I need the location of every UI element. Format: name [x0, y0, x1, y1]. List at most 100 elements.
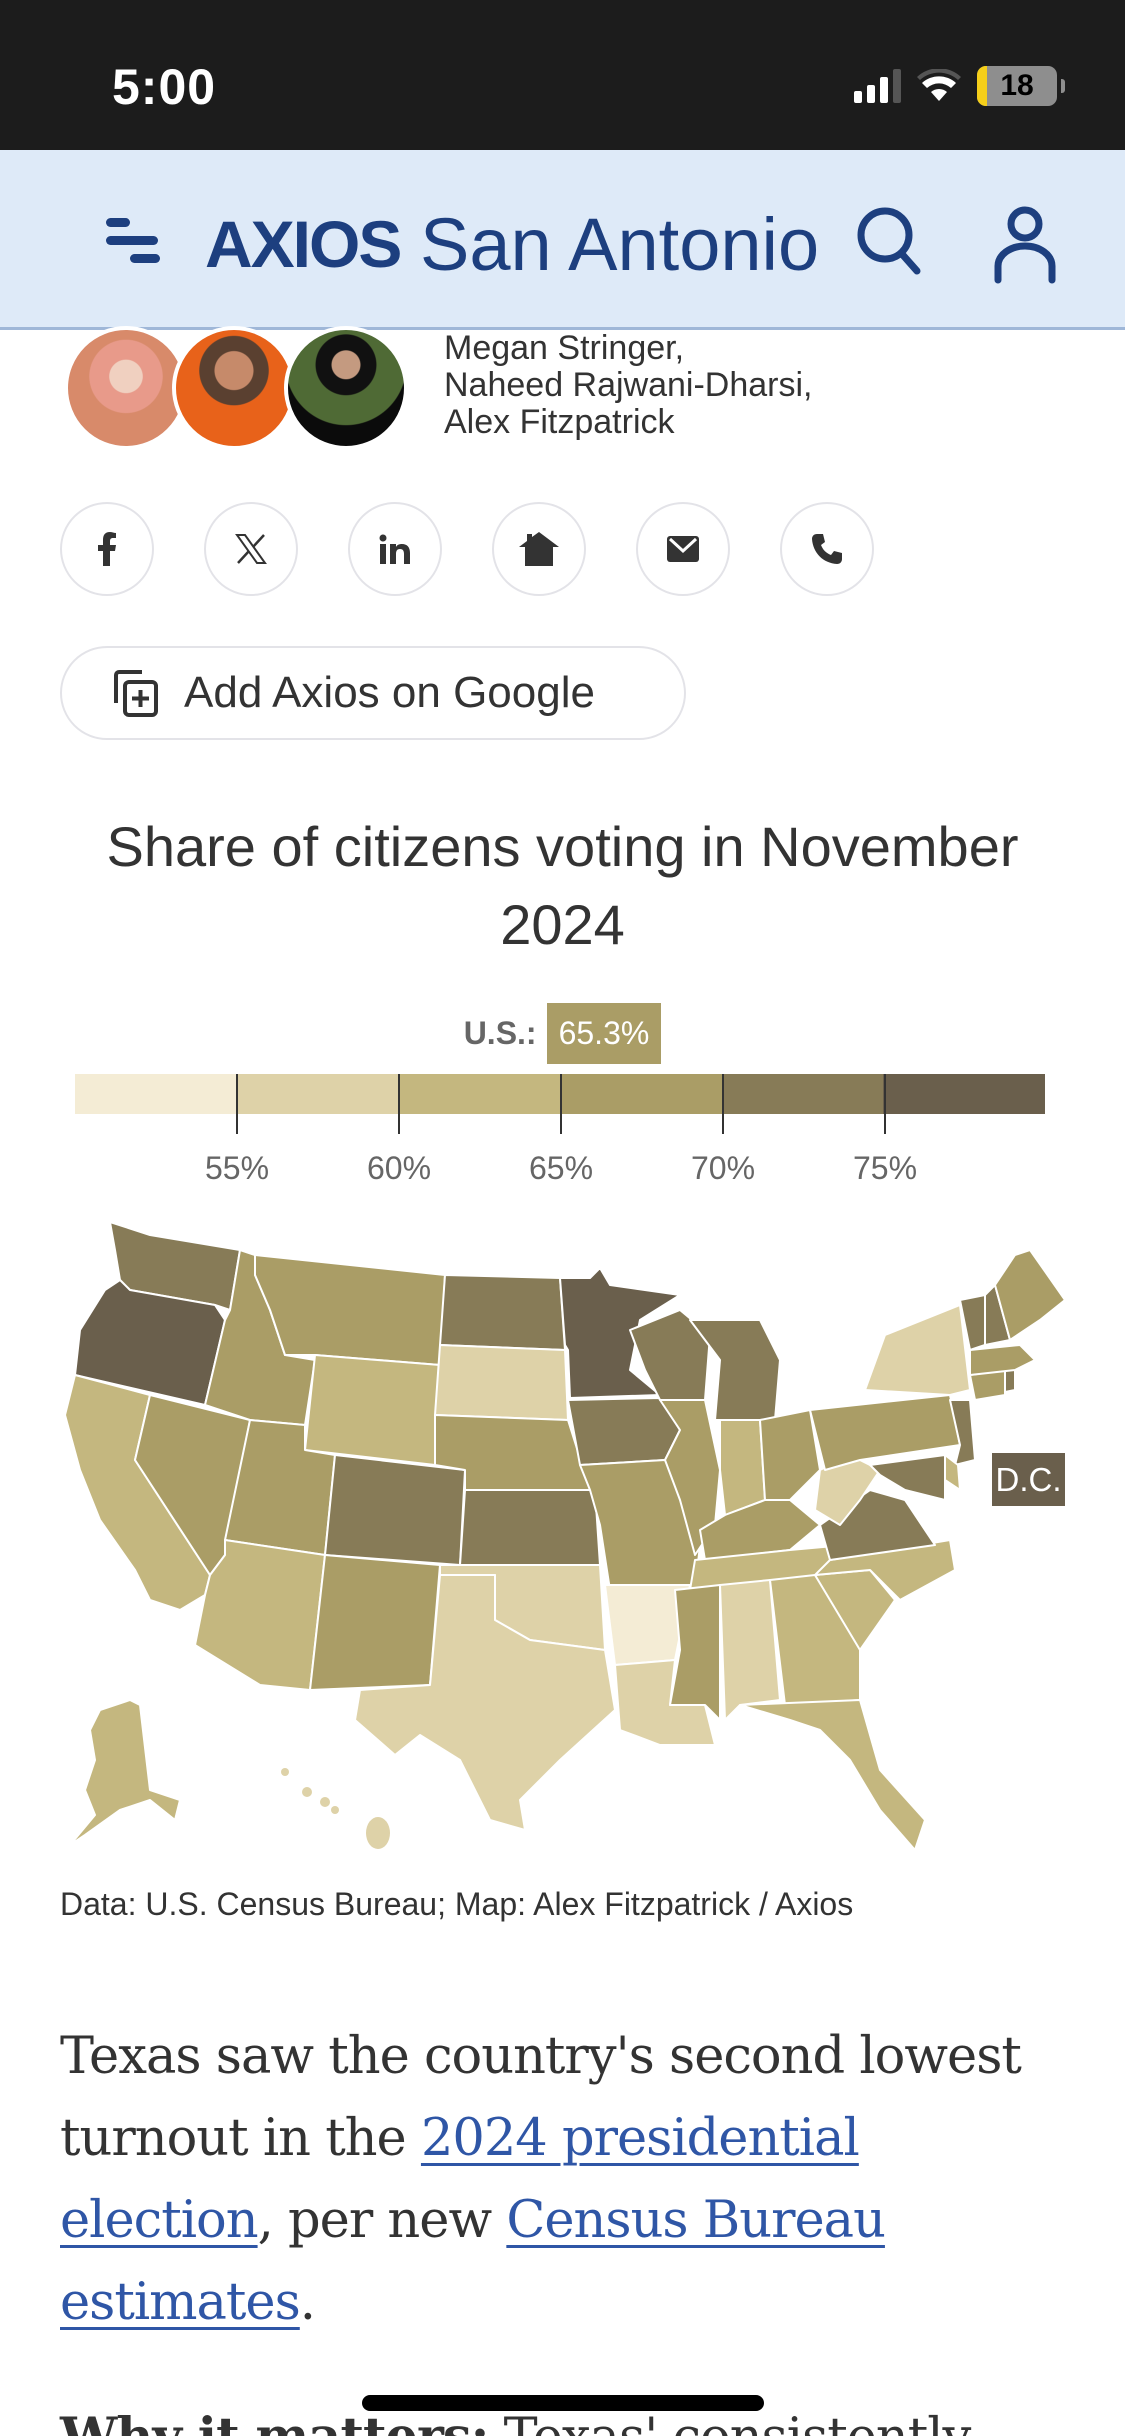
article-body: Texas saw the country's second lowest tu…	[60, 2016, 1070, 2436]
legend-label: 55%	[204, 1150, 270, 1186]
state-NJ	[949, 1399, 976, 1466]
state-AK	[69, 1699, 181, 1846]
us-average: U.S.: 65.3%	[0, 1003, 1125, 1064]
status-time: 5:00	[112, 59, 217, 115]
legend-label: 70%	[690, 1150, 756, 1186]
state-MD	[869, 1454, 946, 1501]
site-header: AXIOS San Antonio	[0, 150, 1125, 330]
avatar-naheed-rajwani-dharsi[interactable]	[172, 326, 296, 450]
us-average-label: U.S.:	[463, 1015, 537, 1051]
link-census-bureau-estimates[interactable]: Census Bureau estimates	[60, 2191, 886, 2332]
battery-icon: 18	[977, 66, 1057, 106]
chart-legend: 55% 60% 65% 70% 75%	[75, 1074, 1046, 1186]
state-OH	[759, 1409, 821, 1501]
battery-level: 18	[1000, 69, 1034, 102]
legend-tick	[236, 1074, 238, 1134]
dc-label: D.C.	[992, 1453, 1065, 1506]
legend-swatch-70-75	[721, 1074, 884, 1114]
legend-swatch-55-60	[236, 1074, 399, 1114]
menu-icon	[106, 218, 130, 227]
chart-source: Data: U.S. Census Bureau; Map: Alex Fitz…	[60, 1886, 854, 1922]
byline: Megan Stringer, Naheed Rajwani-Dharsi, A…	[64, 326, 1064, 450]
search-button[interactable]	[855, 205, 925, 277]
legend-swatch-above-75	[883, 1074, 1046, 1114]
us-average-value: 65.3%	[546, 1003, 662, 1064]
chart-title: Share of citizens voting in November 202…	[106, 815, 1019, 956]
x-icon	[235, 534, 267, 564]
share-facebook-button[interactable]	[60, 502, 154, 596]
battery-cap	[1061, 79, 1065, 93]
article-paragraph: Why it matters: Texas' consistently low …	[60, 2396, 1070, 2436]
state-AL	[719, 1579, 781, 1721]
menu-button[interactable]	[100, 216, 160, 266]
add-source-icon	[114, 670, 158, 717]
status-icons: 18	[854, 66, 1065, 106]
state-TX	[354, 1574, 616, 1831]
state-IN	[719, 1419, 766, 1516]
state-KS	[459, 1489, 601, 1566]
legend-tick	[398, 1074, 400, 1134]
state-MT	[254, 1254, 446, 1366]
email-icon	[667, 536, 699, 562]
state-NC	[814, 1539, 956, 1601]
legend-tick	[560, 1074, 562, 1134]
legend-swatches	[75, 1074, 1046, 1114]
paragraph-text: , per new	[257, 2191, 507, 2250]
legend-swatch-65-70	[560, 1074, 722, 1114]
menu-icon-line	[106, 236, 158, 245]
legend-label: 65%	[528, 1150, 594, 1186]
status-bar: 5:00 18	[0, 0, 1125, 150]
legend-label: 75%	[852, 1150, 918, 1186]
share-nextdoor-button[interactable]	[492, 502, 586, 596]
search-icon	[857, 207, 921, 275]
share-linkedin-button[interactable]	[348, 502, 442, 596]
account-icon	[994, 206, 1056, 284]
article-paragraph: Texas saw the country's second lowest tu…	[60, 2016, 1070, 2344]
nextdoor-icon	[519, 532, 559, 566]
state-FL	[739, 1699, 926, 1851]
state-WY	[304, 1354, 441, 1466]
share-buttons	[60, 502, 874, 596]
author-link[interactable]: Naheed Rajwani-Dharsi,	[444, 366, 813, 404]
author-link[interactable]: Alex Fitzpatrick	[444, 403, 675, 441]
account-button[interactable]	[990, 204, 1060, 284]
why-it-matters-label: Why it matters:	[60, 2407, 489, 2436]
state-CO	[324, 1454, 466, 1566]
state-IL	[659, 1399, 721, 1556]
linkedin-icon	[379, 534, 410, 564]
state-LA	[614, 1659, 716, 1746]
link-2024-presidential-election[interactable]: 2024 presidential election	[60, 2109, 860, 2250]
legend-tick	[722, 1074, 724, 1134]
avatar-alex-fitzpatrick[interactable]	[284, 326, 408, 450]
state-IA	[567, 1397, 681, 1466]
share-email-button[interactable]	[636, 502, 730, 596]
state-NY	[864, 1304, 971, 1396]
axios-logo[interactable]: AXIOS	[205, 207, 402, 281]
cellular-signal-icon	[854, 69, 901, 103]
state-HI	[281, 1768, 390, 1849]
menu-icon-line	[130, 254, 160, 263]
avatar-megan-stringer[interactable]	[64, 326, 188, 450]
share-sms-button[interactable]	[780, 502, 874, 596]
author-names: Megan Stringer, Naheed Rajwani-Dharsi, A…	[444, 330, 813, 441]
us-turnout-map	[64, 1221, 1066, 1851]
state-ND	[439, 1274, 566, 1351]
state-ME	[994, 1249, 1066, 1341]
paragraph-text: Texas' consistently low turnout could me…	[60, 2408, 972, 2436]
legend-tick	[884, 1074, 886, 1134]
add-axios-on-google-button[interactable]: Add Axios on Google	[60, 646, 686, 740]
share-x-button[interactable]	[204, 502, 298, 596]
state-PA	[809, 1394, 961, 1471]
legend-label: 60%	[366, 1150, 432, 1186]
home-indicator[interactable]	[362, 2395, 764, 2411]
paragraph-text: Texas saw the country's second lowest tu…	[60, 2027, 1022, 2168]
legend-swatch-60-65	[398, 1074, 561, 1114]
state-NM	[309, 1554, 441, 1691]
state-SD	[434, 1344, 569, 1421]
author-link[interactable]: Megan Stringer,	[444, 329, 685, 367]
state-MA	[969, 1344, 1036, 1376]
legend-swatch-below-55	[75, 1074, 237, 1114]
add-axios-on-google-label: Add Axios on Google	[184, 668, 595, 717]
site-city-name[interactable]: San Antonio	[420, 203, 820, 286]
phone-icon	[812, 534, 842, 564]
